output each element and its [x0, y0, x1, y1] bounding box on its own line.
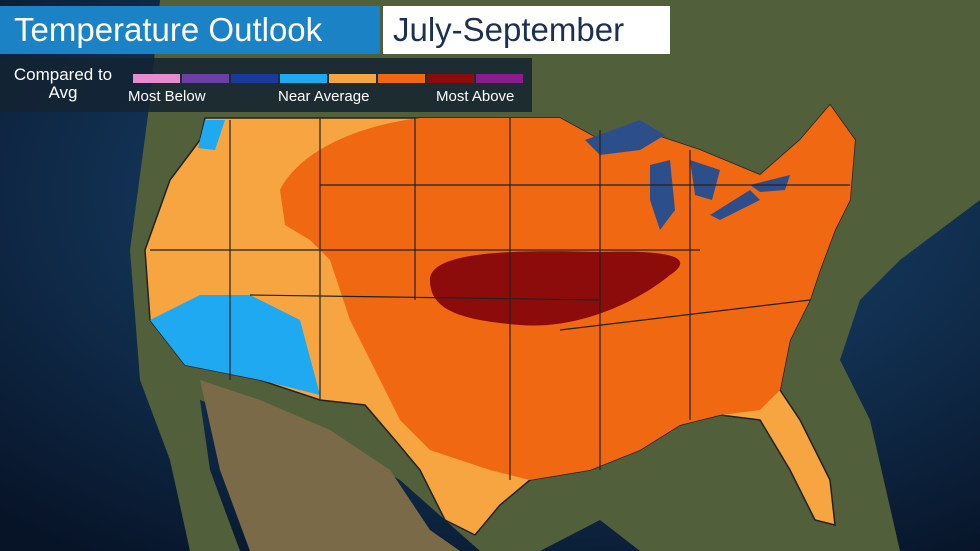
legend-swatch	[329, 74, 376, 83]
state-borders	[150, 118, 850, 480]
legend-swatch	[378, 74, 425, 83]
legend-swatch	[133, 74, 180, 83]
legend-label: Most Above	[436, 88, 515, 105]
legend-swatch	[427, 74, 474, 83]
legend-swatch	[476, 74, 523, 83]
legend: Compared to Avg Most Below Near Average Mo…	[0, 58, 532, 112]
below-region	[150, 295, 320, 395]
mexico	[200, 380, 460, 551]
great-lakes	[585, 120, 790, 230]
legend-title: Compared to Avg	[13, 65, 113, 102]
legend-label: Near Average	[278, 88, 370, 105]
legend-swatch	[280, 74, 327, 83]
period: July-September	[383, 6, 670, 54]
legend-label: Most Below	[128, 88, 206, 105]
below-region	[198, 120, 225, 150]
much-above-region	[430, 251, 681, 326]
legend-swatch	[231, 74, 278, 83]
title: Temperature Outlook	[0, 6, 380, 54]
legend-swatch	[182, 74, 229, 83]
